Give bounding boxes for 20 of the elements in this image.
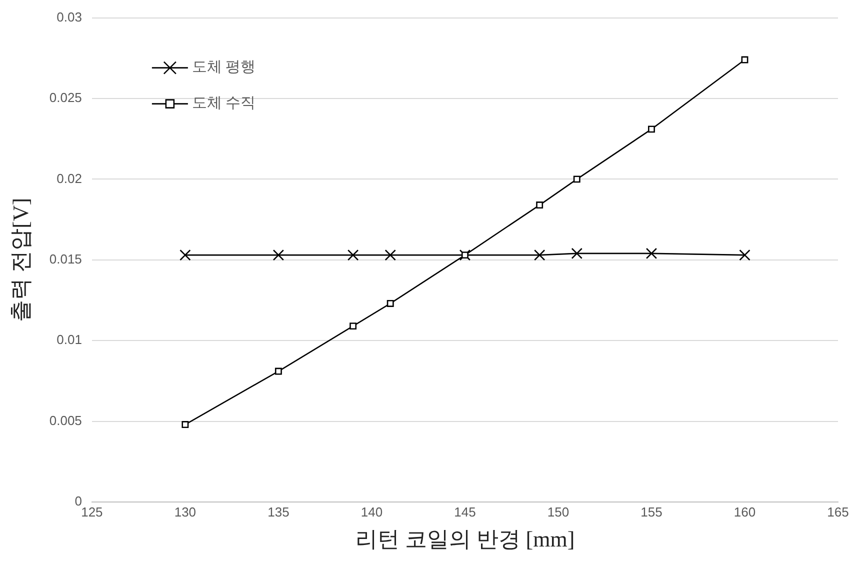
y-tick-label: 0.005 — [49, 412, 82, 428]
y-axis-title: 출력 전압[V] — [8, 198, 33, 322]
y-tick-label: 0.025 — [49, 90, 82, 106]
x-tick-label: 155 — [640, 504, 662, 520]
x-tick-label: 160 — [734, 504, 756, 520]
x-tick-label: 140 — [360, 504, 383, 520]
y-tick-label: 0.03 — [56, 9, 82, 24]
x-tick-label: 145 — [454, 504, 476, 520]
y-tick-label: 0 — [74, 494, 82, 509]
x-tick-label: 130 — [174, 504, 196, 520]
y-tick-label: 0.02 — [56, 170, 82, 186]
x-tick-label: 150 — [547, 504, 570, 520]
legend-label: 도체 평행 — [192, 60, 256, 76]
x-axis-title: 리턴 코일의 반경 [mm] — [355, 526, 575, 552]
legend-label: 도체 수직 — [192, 96, 256, 112]
y-tick-label: 0.015 — [49, 251, 82, 266]
y-tick-label: 0.01 — [56, 332, 82, 348]
x-tick-label: 125 — [81, 504, 103, 520]
x-tick-label: 135 — [268, 504, 290, 520]
x-tick-label: 165 — [827, 504, 849, 520]
